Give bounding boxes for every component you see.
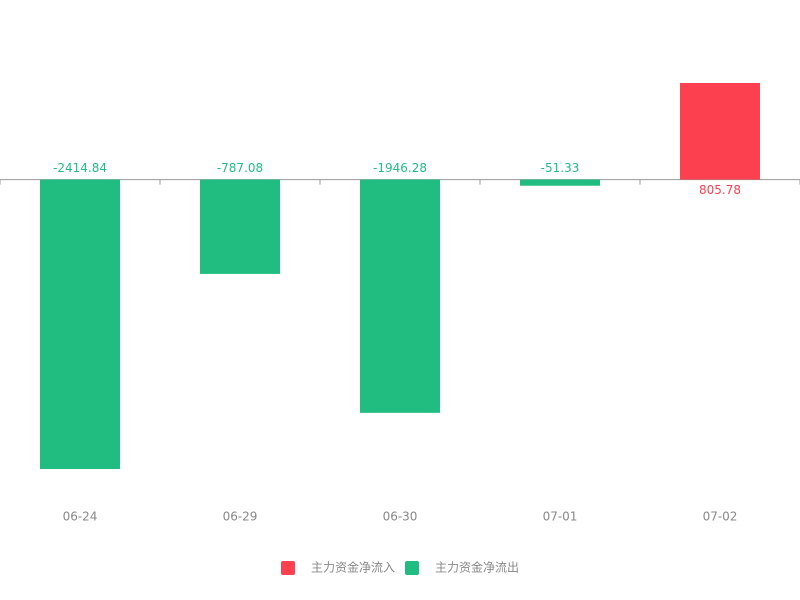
x-tick-label: 06-29	[223, 510, 258, 524]
legend-swatch	[281, 561, 295, 575]
x-tick-label: 07-01	[543, 510, 578, 524]
value-label: -1946.28	[373, 161, 427, 175]
legend-swatch	[405, 561, 419, 575]
bar	[360, 179, 440, 413]
value-label: -787.08	[217, 161, 263, 175]
x-tick-label: 07-02	[703, 510, 738, 524]
legend-label: 主力资金净流入	[311, 560, 395, 575]
legend-label: 主力资金净流出	[435, 560, 519, 575]
bar	[520, 179, 600, 186]
value-label: -2414.84	[53, 161, 107, 175]
value-label: 805.78	[699, 183, 741, 197]
value-label: -51.33	[541, 161, 580, 175]
bar	[680, 83, 760, 180]
bar	[200, 179, 280, 274]
x-tick-label: 06-24	[63, 510, 98, 524]
bar	[40, 179, 120, 470]
x-tick-label: 06-30	[383, 510, 418, 524]
